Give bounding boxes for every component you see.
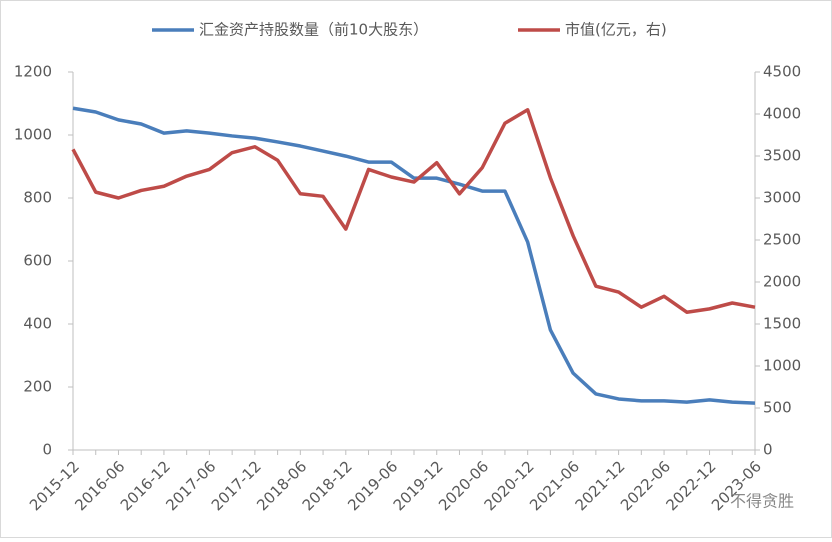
y2-tick-label: 4500 [763, 63, 801, 81]
legend-label: 市值(亿元，右) [565, 21, 667, 39]
y2-tick-label: 3000 [763, 189, 801, 207]
y-tick-label: 1200 [14, 63, 52, 81]
series-line [71, 108, 756, 314]
y-tick-label: 600 [23, 252, 52, 270]
y2-tick-label: 1000 [763, 357, 801, 375]
y-tick-label: 800 [23, 189, 52, 207]
watermark: 不得贪胜 [730, 492, 794, 511]
y-tick-label: 200 [23, 378, 52, 396]
y-tick-label: 400 [23, 315, 52, 333]
y2-tick-label: 500 [763, 399, 792, 417]
y2-tick-label: 2000 [763, 273, 801, 291]
y-tick-label: 0 [42, 441, 52, 459]
y2-tick-label: 0 [763, 441, 773, 459]
y2-tick-label: 1500 [763, 315, 801, 333]
y2-tick-label: 2500 [763, 231, 801, 249]
y2-tick-label: 3500 [763, 147, 801, 165]
legend-label: 汇金资产持股数量（前10大股东） [199, 21, 428, 39]
y-tick-label: 1000 [14, 126, 52, 144]
y2-tick-label: 4000 [763, 105, 801, 123]
series-line [72, 106, 756, 405]
